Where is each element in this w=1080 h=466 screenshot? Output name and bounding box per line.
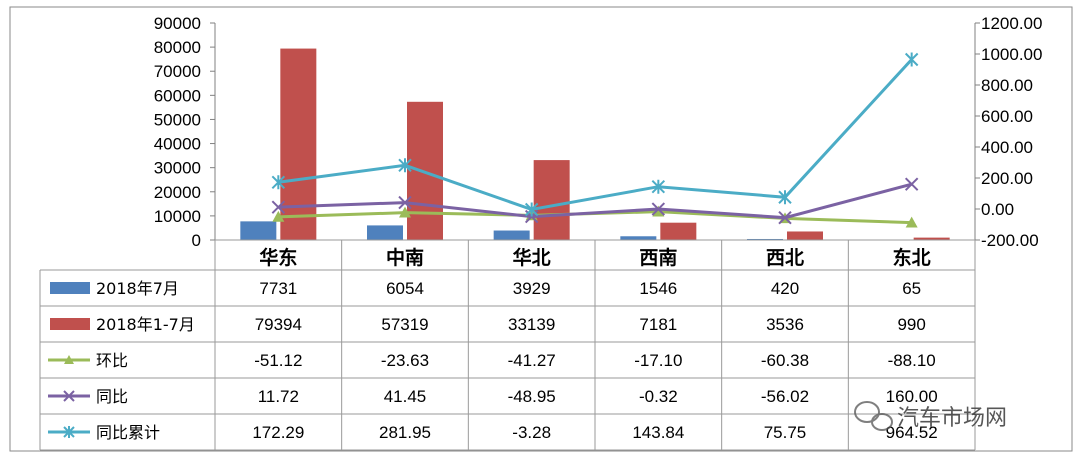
data-label: -48.95: [508, 387, 556, 406]
left-tick-label: 90000: [154, 14, 201, 33]
data-label: 420: [771, 279, 799, 298]
marker-2-5: [904, 52, 919, 67]
right-tick-label: 1200.00: [981, 14, 1042, 33]
data-label: 7181: [639, 315, 677, 334]
data-label: 964.52: [886, 423, 938, 442]
legend-marker: [64, 355, 74, 364]
legend-label: 同比: [96, 387, 128, 406]
left-tick-label: 60000: [154, 86, 201, 105]
marker-0-3: [652, 205, 665, 217]
category-label: 西北: [766, 247, 804, 269]
data-label: -0.32: [639, 387, 678, 406]
watermark: 汽车市场网: [854, 401, 1007, 431]
bar-1-2: [533, 160, 570, 240]
marker-1-3: [651, 202, 666, 216]
right-tick-label: -200.00: [981, 231, 1039, 250]
right-tick-label: 600.00: [981, 107, 1033, 126]
data-label: -51.12: [254, 351, 302, 370]
category-label: 西南: [639, 247, 677, 269]
marker-2-1: [398, 158, 412, 173]
category-label: 东北: [893, 246, 931, 269]
left-tick-label: 50000: [154, 110, 201, 129]
axes: 0 10000 20000 30000 40000 50000 60000 70000 8000…: [154, 14, 1043, 250]
line-1: [278, 182, 913, 220]
legend-label: 环比: [96, 351, 128, 370]
data-label: 6054: [386, 279, 424, 298]
data-label: 143.84: [632, 423, 684, 442]
data-label: 172.29: [252, 423, 304, 442]
bar-0-3: [620, 236, 657, 240]
category-label: 中南: [386, 246, 424, 269]
legend-key-bar: [50, 318, 90, 330]
data-label: -56.02: [761, 387, 809, 406]
data-label: -3.28: [512, 423, 551, 442]
right-tick-label: 200.00: [981, 169, 1033, 188]
data-label: 7731: [259, 279, 297, 298]
bar-0-1: [367, 225, 403, 240]
legend-marker: [63, 390, 75, 402]
data-label: -41.27: [508, 351, 556, 370]
left-tick-label: 80000: [154, 38, 201, 57]
data-label: 3536: [766, 315, 804, 334]
marker-1-5: [904, 177, 919, 191]
legend-key-bar: [50, 282, 90, 294]
data-label: 990: [897, 315, 925, 334]
wechat-icon: [854, 401, 893, 431]
data-label: 33139: [508, 315, 555, 334]
left-tick-label: 0: [192, 231, 201, 250]
bar-1-4: [787, 231, 823, 240]
data-label: 65: [902, 279, 921, 298]
lines-layer: [271, 52, 919, 228]
data-label: 57319: [381, 315, 428, 334]
marker-2-0: [271, 175, 286, 190]
left-tick-label: 30000: [154, 159, 201, 178]
data-label: 41.45: [384, 387, 427, 406]
data-label: 3929: [513, 279, 551, 298]
marker-0-0: [272, 210, 285, 222]
legend-marker: [63, 426, 75, 438]
data-label: 75.75: [764, 423, 807, 442]
right-tick-label: 800.00: [981, 76, 1033, 95]
marker-1-0: [271, 200, 286, 214]
marker-0-5: [905, 216, 918, 228]
category-label: 华北: [513, 246, 551, 269]
marker-2-2: [524, 202, 539, 217]
data-label: -88.10: [888, 351, 936, 370]
data-label: 160.00: [886, 387, 938, 406]
right-tick-label: 1000.00: [981, 45, 1042, 64]
data-label: 281.95: [379, 423, 431, 442]
legend-label: 同比累计: [96, 423, 160, 442]
bar-0-0: [240, 221, 277, 240]
right-tick-label: 0.00: [981, 200, 1014, 219]
left-tick-label: 70000: [154, 62, 201, 81]
bar-0-2: [493, 230, 530, 240]
data-label: -23.63: [381, 351, 429, 370]
bar-1-5: [913, 237, 950, 240]
right-tick-label: 400.00: [981, 138, 1033, 157]
data-label: 1546: [639, 279, 677, 298]
marker-0-1: [399, 206, 411, 218]
bar-1-3: [660, 222, 697, 240]
left-tick-label: 10000: [154, 207, 201, 226]
marker-2-4: [778, 190, 792, 205]
left-tick-label: 20000: [154, 183, 201, 202]
marker-1-4: [778, 210, 792, 225]
bar-0-4: [747, 238, 783, 240]
marker-1-1: [398, 195, 412, 210]
data-label: 11.72: [258, 387, 299, 406]
bar-1-0: [280, 48, 317, 241]
bars-layer: [240, 48, 950, 241]
left-tick-label: 40000: [154, 135, 201, 154]
category-label: 华东: [259, 246, 297, 269]
line-2: [278, 58, 913, 212]
marker-2-3: [651, 179, 666, 194]
data-label: -17.10: [634, 351, 682, 370]
data-label: -60.38: [761, 351, 809, 370]
data-table: 华东 中南 华北 西南 西北 东北 2018年7月 7731 6054 3929 1546 420 65…: [39, 239, 976, 451]
watermark-text: 汽车市场网: [897, 406, 1007, 431]
legend-label: 2018年7月: [96, 279, 179, 298]
data-label: 79394: [255, 315, 302, 334]
legend-label: 2018年1-7月: [96, 315, 195, 334]
